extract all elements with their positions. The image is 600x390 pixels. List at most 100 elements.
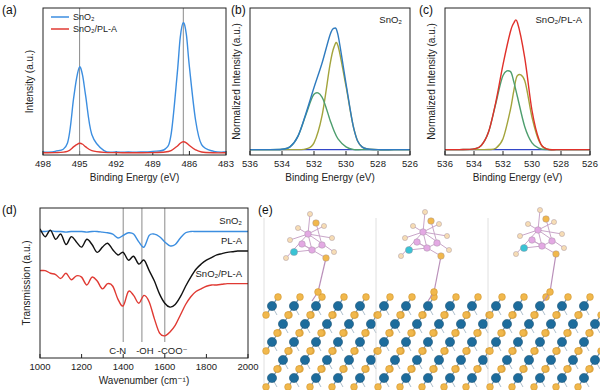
tin-atom [311,301,320,310]
molecule-atom [438,253,445,260]
x-tick [81,354,82,358]
oxygen-atom [274,366,281,373]
oxygen-atom [420,348,427,355]
plot-frame [250,8,410,155]
tin-atom [267,337,276,346]
tin-atom [344,355,353,364]
molecule-atom [319,242,326,249]
tin-atom [434,319,443,328]
molecule-atom [517,233,522,238]
oxygen-atom [387,366,394,373]
oxygen-atom [452,330,459,337]
oxygen-atom [329,348,336,355]
series-group [445,20,590,150]
series-line [445,71,590,150]
oxygen-atom [387,294,394,301]
oxygen-atom [474,330,481,337]
oxygen-atom [554,348,561,355]
oxygen-atom [340,366,347,373]
tin-atom [311,373,320,382]
molecule-atom [402,235,407,240]
x-tick-label: 528 [370,158,386,169]
oxygen-atom [453,294,460,301]
molecule-atom [295,225,300,230]
tin-atom [278,355,287,364]
tin-atom [502,355,511,364]
x-tick-label: 530 [338,158,354,169]
oxygen-atom [419,384,426,390]
series-label: PL-A [221,235,243,246]
annotation-line [164,208,165,342]
oxygen-atom [275,366,282,373]
tin-atom [366,355,375,364]
oxygen-atom [565,366,572,373]
oxygen-atom [463,384,470,390]
tin-atom [401,373,410,382]
x-tick-label: 532 [306,158,322,169]
tin-atom [535,301,544,310]
tin-atom [379,301,388,310]
bond [516,230,538,254]
tin-atom [445,337,454,346]
tin-atom [355,337,364,346]
tin-atom [445,373,454,382]
molecule [513,207,566,301]
oxygen-atom [363,294,370,301]
y-axis-label: Transmission (a.u.) [21,240,32,325]
tin-atom [467,337,476,346]
panel-label: (b) [231,3,246,17]
x-tick-label: 536 [437,158,453,169]
tin-atom [546,355,555,364]
x-axis-label: Binding Energy (eV) [90,172,180,183]
tin-atom [513,373,522,382]
oxygen-atom [453,330,460,337]
oxygen-atom [587,294,594,301]
panel: 536534532530528526Binding Energy (eV)Nor… [231,3,418,183]
x-tick-label: 483 [218,158,234,169]
tin-atom [401,301,410,310]
oxygen-atom [386,330,393,337]
oxygen-atom [286,348,293,355]
oxygen-atom [374,348,381,355]
oxygen-atom [565,294,572,301]
tin-atom [546,319,555,328]
panel: 536534532530528526Binding Energy (eV)Nor… [419,3,598,183]
oxygen-atom [419,348,426,355]
oxygen-atom [351,348,358,355]
x-axis-label: Binding Energy (eV) [285,172,375,183]
tin-atom [278,319,287,328]
figure: 498495492489486483Binding Energy (eV)Int… [0,0,600,390]
oxygen-atom [341,330,348,337]
x-tick-label: 1400 [113,361,134,372]
tin-atom [333,301,342,310]
panel-label: (d) [2,203,17,217]
x-tick [189,151,190,155]
oxygen-atom [330,312,337,319]
molecule-atom [434,240,441,247]
annotation-label: -OH [136,345,154,356]
oxygen-atom [318,330,325,337]
tin-atom [412,319,421,328]
tin-atom [491,373,500,382]
molecule-atom [299,241,306,248]
oxygen-atom [575,348,582,355]
tin-atom [423,337,432,346]
oxygen-atom [307,348,314,355]
tin-atom [355,373,364,382]
structure-panel: (e) [258,203,600,390]
oxygen-atom [375,312,382,319]
molecule-atom [414,239,421,246]
x-tick-label: 526 [402,158,418,169]
oxygen-atom [576,312,583,319]
tin-atom [344,319,353,328]
oxygen-atom [275,330,282,337]
oxygen-atom [531,312,538,319]
oxygen-atom [487,348,494,355]
oxygen-atom [474,366,481,373]
oxygen-atom [308,348,315,355]
oxygen-atom [329,384,336,390]
x-tick-label: 1800 [196,361,217,372]
y-axis-label: Normalized Intensity (a.u.) [231,23,242,140]
oxygen-atom [532,312,539,319]
oxygen-atom [575,384,582,390]
